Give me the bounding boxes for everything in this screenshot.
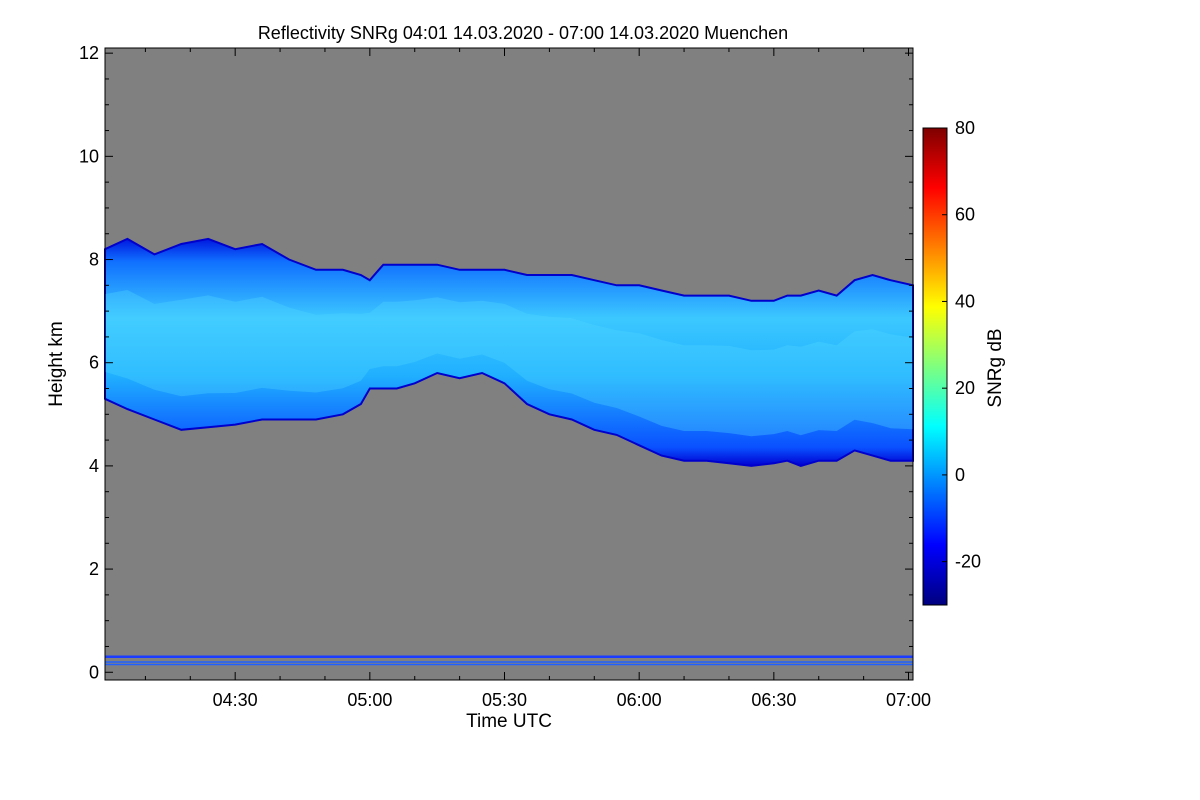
colorbar-tick-label: 80: [955, 118, 975, 138]
y-tick-label: 2: [89, 559, 99, 579]
y-tick-label: 4: [89, 456, 99, 476]
x-tick-label: 05:00: [347, 690, 392, 710]
colorbar-scale: [922, 127, 948, 606]
colorbar-label: SNRg dB: [985, 328, 1006, 407]
y-tick-label: 6: [89, 353, 99, 373]
x-tick-label: 07:00: [886, 690, 931, 710]
colorbar-tick-label: 20: [955, 378, 975, 398]
colorbar-tick-label: 40: [955, 291, 975, 311]
y-tick-label: 8: [89, 250, 99, 270]
y-tick-label: 0: [89, 662, 99, 682]
colorbar-tick-label: 0: [955, 465, 965, 485]
chart-title: Reflectivity SNRg 04:01 14.03.2020 - 07:…: [258, 23, 788, 43]
colorbar-tick-label: 60: [955, 205, 975, 225]
colorbar-tick-label: -20: [955, 552, 981, 572]
colorbar: -20 0 20 40 60 80: [922, 118, 981, 606]
x-tick-label: 06:00: [617, 690, 662, 710]
plot-frame: [104, 47, 914, 681]
y-tick-label: 12: [79, 43, 99, 63]
cloud-core: [105, 290, 913, 437]
x-tick-label: 06:30: [751, 690, 796, 710]
plot-area: 04:30 05:00 05:30 06:00 06:30 07:00 0 2 4 6 8 10 12: [79, 43, 931, 710]
y-axis-label: Height km: [46, 321, 67, 407]
y-tick-label: 10: [79, 146, 99, 166]
x-axis-label: Time UTC: [466, 711, 552, 732]
x-tick-label: 05:30: [482, 690, 527, 710]
x-tick-label: 04:30: [213, 690, 258, 710]
